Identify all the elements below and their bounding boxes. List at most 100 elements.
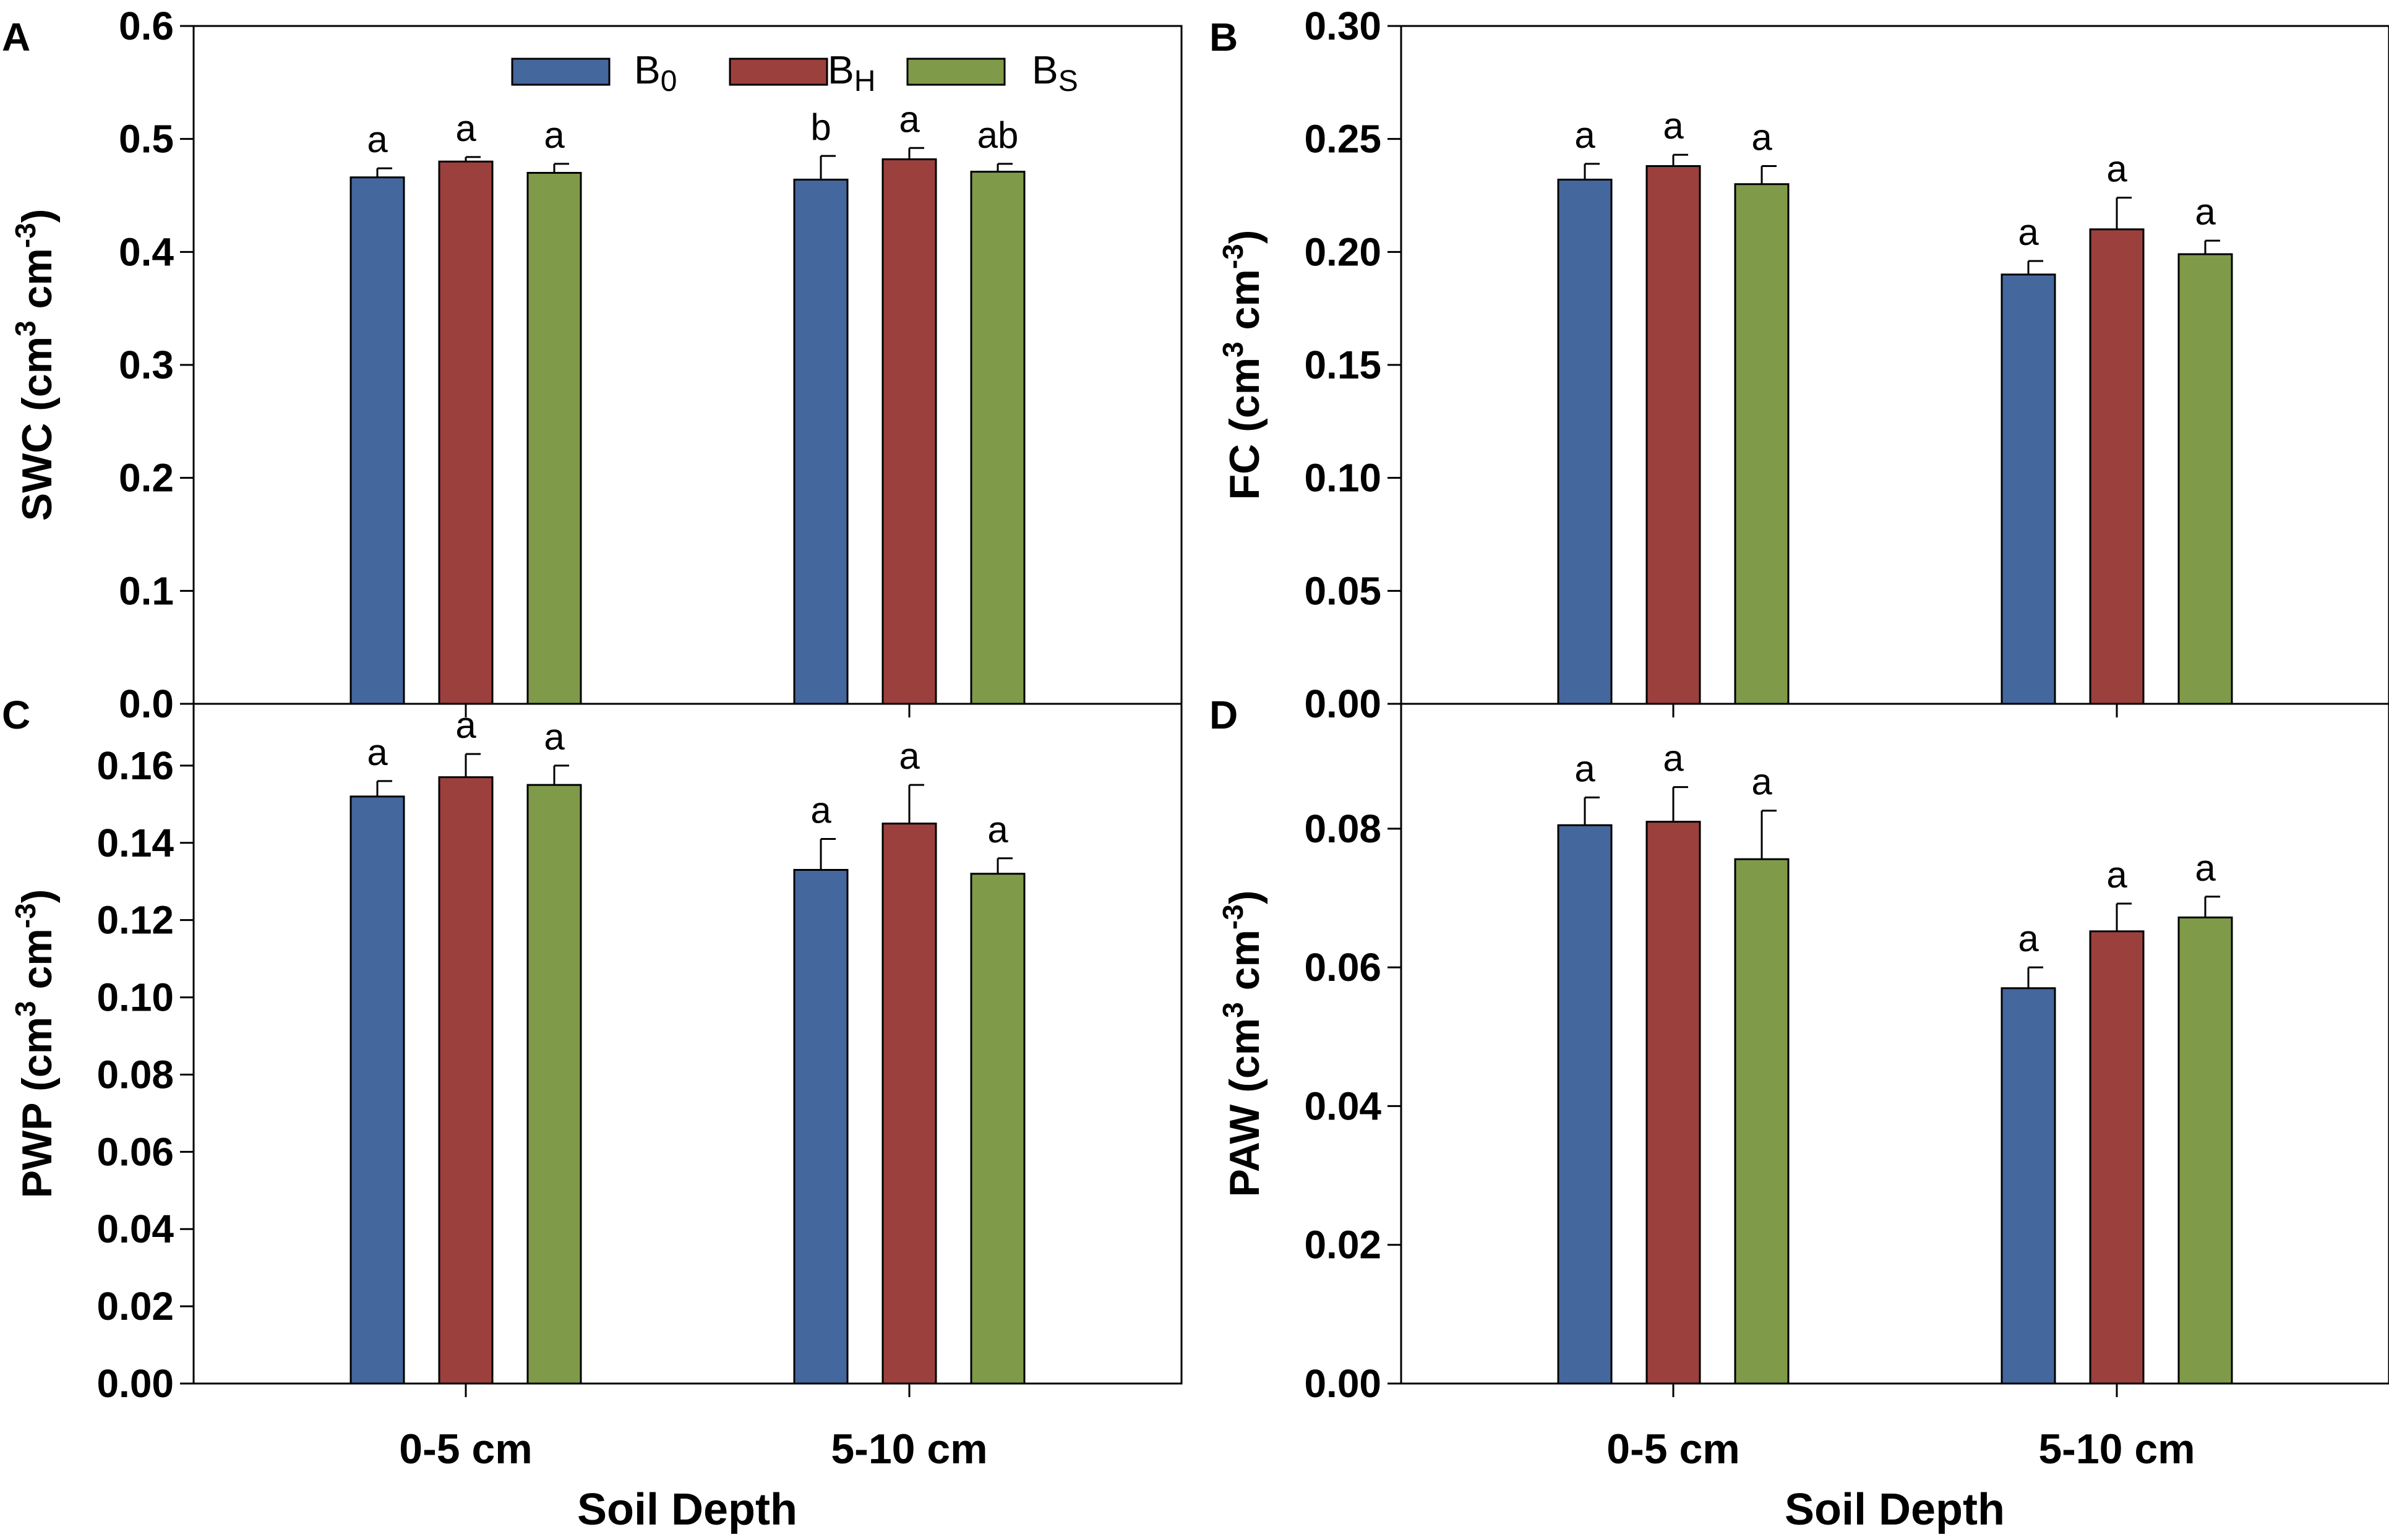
y-tick-label-a-1: 0.1 (119, 568, 174, 613)
bar-c-bs-1 (970, 873, 1026, 1385)
y-tick-label-a-5: 0.5 (119, 117, 174, 161)
y-tick-label-d-3: 0.06 (1304, 945, 1381, 990)
significance-letter-c-bh-0: a (455, 704, 476, 746)
significance-letter-b-b0-1: a (2018, 212, 2039, 253)
bar-c-bs-0 (526, 784, 582, 1385)
significance-letter-a-b0-1: b (810, 106, 831, 148)
legend: B0 BH BS (511, 48, 1078, 98)
y-tick-label-a-0: 0.0 (119, 682, 174, 726)
y-tick-label-a-4: 0.4 (119, 229, 174, 274)
bar-d-bh-0 (1645, 821, 1701, 1385)
legend-item-b0: B0 (511, 48, 677, 98)
x-category-label-right-1: 5-10 cm (2038, 1426, 2195, 1473)
y-tick-label-c-3: 0.06 (97, 1129, 174, 1174)
legend-item-bs: BS (906, 48, 1078, 98)
y-tick-label-c-7: 0.14 (97, 821, 174, 865)
significance-letter-c-bh-1: a (899, 735, 920, 777)
bar-a-bs-1 (970, 171, 1026, 705)
plot-frame-b (1400, 25, 2389, 705)
panel-c: 0.00 0.02 0.04 0.06 0.08 0.10 0.12 0.14 0.16 PWP … (2, 693, 1183, 1406)
bar-a-bh-0 (438, 160, 494, 705)
bar-a-b0-0 (350, 176, 405, 705)
legend-label-bh: BH (828, 48, 875, 98)
significance-letter-b-bh-1: a (2106, 148, 2127, 190)
bar-d-b0-1 (2001, 987, 2056, 1385)
y-tick-label-b-5: 0.25 (1304, 117, 1381, 161)
bar-b-bs-1 (2177, 253, 2233, 705)
y-tick-label-b-6: 0.30 (1304, 4, 1381, 48)
x-axis-title-left: Soil Depth (577, 1485, 797, 1534)
bar-d-b0-0 (1557, 824, 1613, 1385)
legend-swatch-bs (906, 58, 1006, 86)
panel-d: 0.00 0.02 0.04 0.06 0.08 PAW (cm3 cm-3) Da a a a a… (1209, 693, 2389, 1406)
bar-c-bh-1 (881, 823, 937, 1385)
significance-letter-b-bs-0: a (1751, 117, 1772, 158)
bar-b-bh-1 (2089, 228, 2145, 705)
y-tick-label-c-2: 0.04 (97, 1207, 174, 1251)
bar-d-bs-0 (1734, 858, 1790, 1385)
bar-d-bh-1 (2089, 930, 2145, 1385)
significance-letter-d-bs-1: a (2195, 847, 2216, 889)
panel-b: 0.00 0.05 0.10 0.15 0.20 0.25 0.30 FC (cm3 cm-3… (1209, 4, 2389, 726)
bar-a-bs-0 (526, 171, 582, 705)
y-tick-label-b-4: 0.20 (1304, 229, 1381, 274)
significance-letter-d-b0-0: a (1574, 748, 1595, 789)
significance-letter-d-bh-0: a (1663, 738, 1684, 779)
legend-label-bs: BS (1032, 48, 1078, 98)
x-axis-title-right: Soil Depth (1785, 1485, 2005, 1534)
significance-letter-d-b0-1: a (2018, 918, 2039, 959)
y-tick-label-b-2: 0.10 (1304, 456, 1381, 500)
significance-letter-a-b0-0: a (367, 119, 388, 160)
x-category-label-right-0: 0-5 cm (1606, 1426, 1739, 1473)
bar-b-bh-0 (1645, 165, 1701, 705)
legend-label-b0: B0 (634, 48, 677, 98)
significance-letter-d-bs-0: a (1751, 761, 1772, 803)
significance-letter-c-bs-1: a (987, 809, 1008, 850)
panel-letter-b: B (1209, 15, 1238, 59)
y-tick-label-b-0: 0.00 (1304, 682, 1381, 726)
bar-a-b0-1 (793, 178, 849, 705)
y-axis-title-a: SWC (cm3 cm-3) (9, 209, 61, 521)
panel-letter-a: A (2, 15, 30, 59)
y-tick-label-b-1: 0.05 (1304, 568, 1381, 613)
bar-b-bs-0 (1734, 183, 1790, 705)
significance-letter-a-bh-1: a (899, 98, 920, 140)
y-tick-label-a-6: 0.6 (119, 4, 174, 48)
y-tick-label-d-0: 0.00 (1304, 1361, 1381, 1406)
legend-swatch-bh (729, 58, 828, 86)
legend-swatch-b0 (511, 58, 611, 86)
significance-letter-d-bh-1: a (2106, 854, 2127, 896)
bar-b-b0-0 (1557, 178, 1613, 705)
y-tick-label-c-0: 0.00 (97, 1361, 174, 1406)
plot-frame-d (1400, 703, 2389, 1385)
y-tick-label-d-2: 0.04 (1304, 1084, 1381, 1128)
significance-letter-b-bh-0: a (1663, 105, 1684, 147)
x-category-label-left-1: 5-10 cm (831, 1426, 987, 1473)
significance-letter-b-b0-0: a (1574, 114, 1595, 156)
y-tick-label-c-4: 0.08 (97, 1052, 174, 1097)
y-tick-label-c-5: 0.10 (97, 975, 174, 1020)
significance-letter-a-bs-1: ab (977, 114, 1019, 156)
significance-letter-c-b0-0: a (367, 732, 388, 773)
panel-letter-d: D (1209, 693, 1238, 737)
bar-a-bh-1 (881, 158, 937, 705)
significance-letter-b-bs-1: a (2195, 191, 2216, 233)
y-tick-label-a-3: 0.3 (119, 343, 174, 387)
y-axis-title-c: PWP (cm3 cm-3) (9, 889, 61, 1199)
bar-b-b0-1 (2001, 273, 2056, 705)
bar-d-bs-1 (2177, 916, 2233, 1385)
y-tick-label-d-1: 0.02 (1304, 1223, 1381, 1267)
panel-letter-c: C (2, 693, 30, 737)
y-axis-title-d: PAW (cm3 cm-3) (1217, 890, 1268, 1197)
y-tick-label-c-8: 0.16 (97, 743, 174, 788)
y-tick-label-c-6: 0.12 (97, 898, 174, 943)
significance-letter-c-b0-1: a (810, 790, 831, 831)
x-category-label-left-0: 0-5 cm (399, 1426, 532, 1473)
significance-letter-a-bh-0: a (455, 108, 476, 149)
bar-c-b0-1 (793, 869, 849, 1385)
y-tick-label-b-3: 0.15 (1304, 343, 1381, 387)
plot-frame-a (192, 25, 1183, 705)
significance-letter-c-bs-0: a (544, 716, 565, 758)
